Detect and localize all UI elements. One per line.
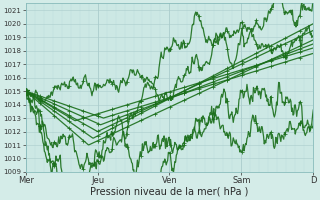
X-axis label: Pression niveau de la mer( hPa ): Pression niveau de la mer( hPa ) [90,187,249,197]
